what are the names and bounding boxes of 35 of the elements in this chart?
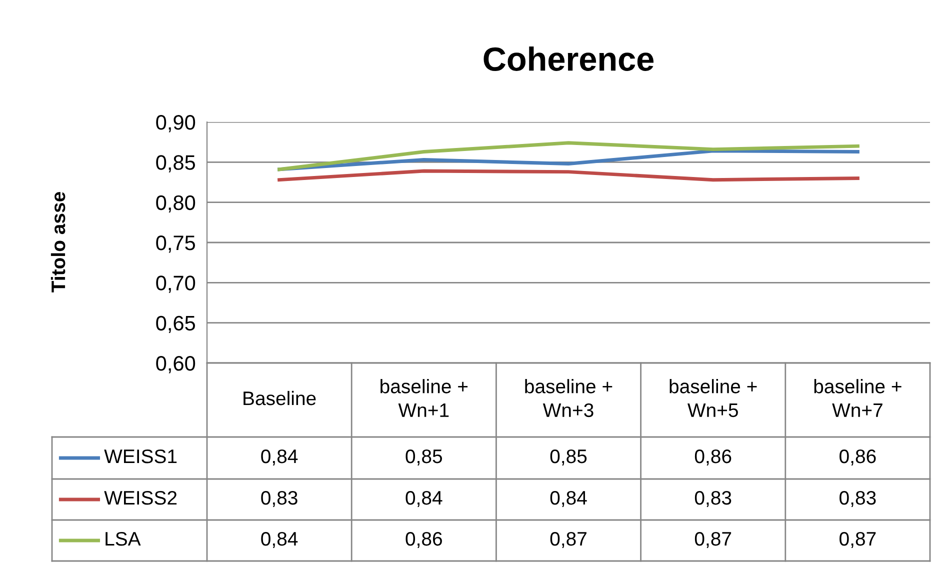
data-label: 0,86 (406, 532, 442, 548)
data-label: 0,86 (694, 449, 732, 466)
y-tick-label: 0,70 (156, 276, 196, 293)
data-label: 0,85 (406, 449, 442, 466)
chart-title: Coherence (484, 46, 654, 71)
y-tick-label: 0,75 (156, 236, 196, 253)
line-series (278, 141, 860, 172)
data-label: 0,83 (261, 490, 298, 508)
data-label: 0,87 (840, 532, 876, 548)
x-tick-label: baseline + Wn+5 (670, 379, 757, 418)
y-tick-label: 0,65 (156, 316, 196, 334)
data-label: 0,84 (261, 532, 298, 548)
y-tick-label: 0,80 (156, 195, 196, 213)
data-label: 0,87 (694, 532, 732, 548)
legend-label: LSA (106, 532, 141, 546)
x-tick-label: baseline + Wn+7 (814, 379, 902, 417)
x-tick-label: baseline + Wn+3 (525, 379, 612, 418)
y-axis-title: Titolo asse (50, 192, 66, 292)
data-label: 0,83 (840, 490, 876, 508)
line-series (278, 149, 860, 172)
y-tick-label: 0,60 (156, 356, 196, 374)
y-tick-label: 0,90 (156, 115, 196, 132)
x-tick-label: Baseline (244, 390, 316, 406)
data-label: 0,85 (550, 449, 587, 466)
data-label: 0,84 (261, 449, 298, 466)
legend-label: WEISS2 (104, 490, 177, 505)
x-tick-label: baseline + Wn+1 (380, 379, 468, 417)
y-tick-label: 0,85 (156, 155, 196, 172)
data-label: 0,86 (840, 449, 876, 466)
data-label: 0,84 (406, 490, 442, 508)
legend-label: WEISS1 (104, 449, 177, 464)
data-label: 0,87 (550, 532, 586, 548)
line-series (278, 169, 860, 182)
data-label: 0,83 (694, 490, 732, 508)
data-label: 0,84 (550, 490, 587, 508)
